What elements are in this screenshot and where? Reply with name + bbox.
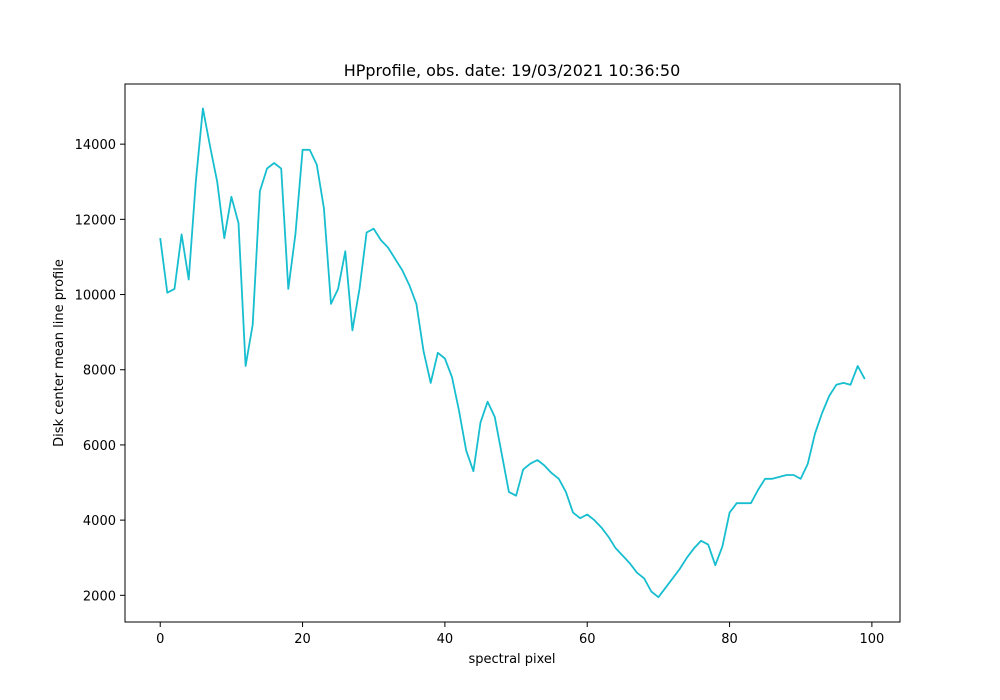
x-axis-ticks: 0 20 40 60 80 100 <box>156 622 884 647</box>
x-tick-label: 100 <box>859 632 884 647</box>
x-axis-label: spectral pixel <box>468 652 555 667</box>
x-tick-label: 80 <box>721 632 738 647</box>
y-axis-label: Disk center mean line profile <box>52 259 67 447</box>
y-axis-ticks: 2000 4000 6000 8000 10000 12000 14000 <box>75 138 125 604</box>
x-tick-label: 40 <box>437 632 454 647</box>
y-tick-label: 10000 <box>75 289 116 304</box>
x-tick-label: 60 <box>579 632 596 647</box>
x-tick-label: 20 <box>294 632 311 647</box>
y-tick-label: 14000 <box>75 138 116 153</box>
series-line <box>159 107 866 599</box>
plot-area <box>125 84 900 622</box>
y-tick-label: 2000 <box>83 589 116 604</box>
x-tick-label: 0 <box>156 632 164 647</box>
y-tick-label: 12000 <box>75 213 116 228</box>
y-tick-label: 4000 <box>83 514 116 529</box>
y-tick-label: 8000 <box>83 364 116 379</box>
plot-frame <box>124 83 901 623</box>
chart-title: HPprofile, obs. date: 19/03/2021 10:36:5… <box>344 61 681 80</box>
y-tick-label: 6000 <box>83 439 116 454</box>
